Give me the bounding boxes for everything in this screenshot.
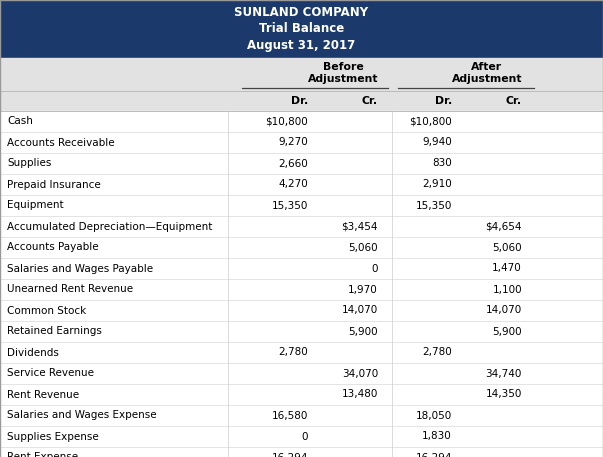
Text: 16,294: 16,294 bbox=[415, 452, 452, 457]
Text: 2,660: 2,660 bbox=[278, 159, 308, 169]
Text: 34,740: 34,740 bbox=[485, 368, 522, 378]
Text: Service Revenue: Service Revenue bbox=[7, 368, 94, 378]
Bar bbox=[0, 447, 603, 457]
Bar bbox=[0, 153, 603, 174]
Text: Salaries and Wages Payable: Salaries and Wages Payable bbox=[7, 264, 153, 273]
Bar bbox=[0, 426, 603, 447]
Text: 14,070: 14,070 bbox=[342, 305, 378, 315]
Bar bbox=[0, 195, 603, 216]
Text: 15,350: 15,350 bbox=[271, 201, 308, 211]
Text: Prepaid Insurance: Prepaid Insurance bbox=[7, 180, 101, 190]
Bar bbox=[0, 111, 603, 132]
Text: 15,350: 15,350 bbox=[415, 201, 452, 211]
Bar bbox=[0, 132, 603, 153]
Text: Cash: Cash bbox=[7, 117, 33, 127]
Text: 1,470: 1,470 bbox=[492, 264, 522, 273]
Text: 16,580: 16,580 bbox=[271, 410, 308, 420]
Text: 34,070: 34,070 bbox=[342, 368, 378, 378]
Text: Dividends: Dividends bbox=[7, 347, 59, 357]
Text: August 31, 2017: August 31, 2017 bbox=[247, 39, 356, 52]
Text: 830: 830 bbox=[432, 159, 452, 169]
Text: 5,060: 5,060 bbox=[493, 243, 522, 253]
Text: 1,830: 1,830 bbox=[422, 431, 452, 441]
Text: $3,454: $3,454 bbox=[341, 222, 378, 232]
Bar bbox=[0, 237, 603, 258]
Text: $4,654: $4,654 bbox=[485, 222, 522, 232]
Text: Common Stock: Common Stock bbox=[7, 305, 86, 315]
Text: Cr.: Cr. bbox=[506, 96, 522, 106]
Text: 13,480: 13,480 bbox=[342, 389, 378, 399]
Text: Salaries and Wages Expense: Salaries and Wages Expense bbox=[7, 410, 157, 420]
Text: Equipment: Equipment bbox=[7, 201, 64, 211]
Text: Rent Expense: Rent Expense bbox=[7, 452, 78, 457]
Text: 18,050: 18,050 bbox=[415, 410, 452, 420]
Bar bbox=[0, 279, 603, 300]
Text: 1,970: 1,970 bbox=[349, 285, 378, 294]
Text: 1,100: 1,100 bbox=[493, 285, 522, 294]
Text: $10,800: $10,800 bbox=[265, 117, 308, 127]
Text: Supplies Expense: Supplies Expense bbox=[7, 431, 99, 441]
Text: 0: 0 bbox=[302, 431, 308, 441]
Text: 0: 0 bbox=[371, 264, 378, 273]
Text: 14,350: 14,350 bbox=[485, 389, 522, 399]
Text: 2,780: 2,780 bbox=[278, 347, 308, 357]
Text: Accounts Receivable: Accounts Receivable bbox=[7, 138, 115, 148]
Text: 5,060: 5,060 bbox=[349, 243, 378, 253]
Text: Supplies: Supplies bbox=[7, 159, 51, 169]
Bar bbox=[0, 91, 603, 111]
Text: 9,270: 9,270 bbox=[278, 138, 308, 148]
Text: 5,900: 5,900 bbox=[493, 326, 522, 336]
Text: SUNLAND COMPANY: SUNLAND COMPANY bbox=[235, 6, 368, 19]
Bar bbox=[0, 258, 603, 279]
Text: 4,270: 4,270 bbox=[278, 180, 308, 190]
Text: Retained Earnings: Retained Earnings bbox=[7, 326, 102, 336]
Text: Accounts Payable: Accounts Payable bbox=[7, 243, 99, 253]
Text: Rent Revenue: Rent Revenue bbox=[7, 389, 79, 399]
Bar bbox=[0, 363, 603, 384]
Text: Before
Adjustment: Before Adjustment bbox=[308, 62, 378, 84]
Bar bbox=[0, 300, 603, 321]
Text: Cr.: Cr. bbox=[362, 96, 378, 106]
Text: After
Adjustment: After Adjustment bbox=[452, 62, 522, 84]
Text: 9,940: 9,940 bbox=[422, 138, 452, 148]
Bar bbox=[0, 321, 603, 342]
Text: Accumulated Depreciation—Equipment: Accumulated Depreciation—Equipment bbox=[7, 222, 212, 232]
Text: Dr.: Dr. bbox=[435, 96, 452, 106]
Bar bbox=[0, 342, 603, 363]
Bar bbox=[0, 174, 603, 195]
Text: 2,780: 2,780 bbox=[422, 347, 452, 357]
Text: Trial Balance: Trial Balance bbox=[259, 22, 344, 36]
Text: 2,910: 2,910 bbox=[422, 180, 452, 190]
Bar bbox=[0, 384, 603, 405]
Text: $10,800: $10,800 bbox=[409, 117, 452, 127]
Bar bbox=[0, 58, 603, 91]
Bar bbox=[0, 216, 603, 237]
Bar bbox=[0, 405, 603, 426]
Text: 5,900: 5,900 bbox=[349, 326, 378, 336]
Text: 14,070: 14,070 bbox=[486, 305, 522, 315]
Text: Unearned Rent Revenue: Unearned Rent Revenue bbox=[7, 285, 133, 294]
Text: 16,294: 16,294 bbox=[271, 452, 308, 457]
Text: Dr.: Dr. bbox=[291, 96, 308, 106]
Bar bbox=[0, 0, 603, 58]
